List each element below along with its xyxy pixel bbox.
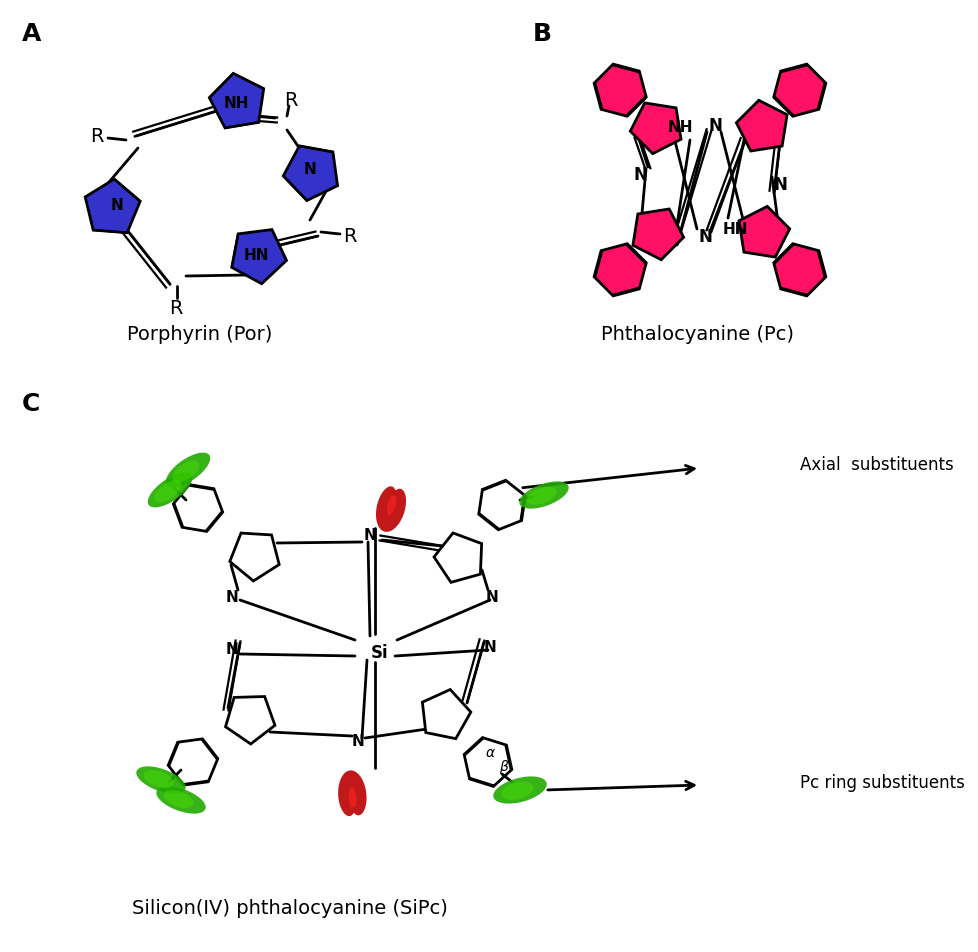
Ellipse shape	[148, 472, 192, 507]
Polygon shape	[422, 689, 470, 739]
Text: N: N	[351, 735, 364, 749]
Ellipse shape	[156, 786, 205, 814]
Ellipse shape	[165, 452, 210, 487]
Text: Si: Si	[371, 644, 388, 662]
Text: N: N	[225, 643, 238, 658]
Text: R: R	[90, 128, 104, 147]
Ellipse shape	[526, 486, 556, 505]
Polygon shape	[283, 146, 337, 201]
Polygon shape	[773, 64, 825, 116]
Polygon shape	[348, 787, 356, 807]
Text: N: N	[773, 176, 786, 194]
Text: N: N	[633, 166, 646, 184]
Ellipse shape	[136, 766, 186, 794]
Polygon shape	[773, 244, 825, 296]
Text: N: N	[303, 162, 316, 176]
Text: N: N	[697, 228, 711, 246]
Polygon shape	[173, 485, 222, 531]
Ellipse shape	[501, 782, 533, 800]
Text: Phthalocyanine (Pc): Phthalocyanine (Pc)	[600, 326, 794, 345]
Polygon shape	[230, 533, 279, 581]
Text: C: C	[22, 392, 40, 416]
Ellipse shape	[155, 481, 181, 503]
Polygon shape	[478, 480, 525, 529]
Text: N: N	[111, 197, 123, 212]
Text: B: B	[532, 22, 552, 46]
Polygon shape	[209, 73, 263, 128]
Ellipse shape	[144, 770, 173, 788]
Text: N: N	[225, 589, 238, 605]
Text: R: R	[284, 90, 297, 109]
Text: A: A	[22, 22, 41, 46]
Polygon shape	[85, 179, 140, 232]
Text: Silicon(IV) phthalocyanine (SiPc): Silicon(IV) phthalocyanine (SiPc)	[132, 899, 448, 918]
Text: R: R	[169, 299, 183, 318]
Polygon shape	[337, 770, 366, 816]
Polygon shape	[632, 209, 683, 260]
Polygon shape	[433, 533, 481, 583]
Polygon shape	[168, 739, 217, 785]
Text: N: N	[485, 589, 498, 605]
Polygon shape	[735, 100, 786, 151]
Ellipse shape	[518, 482, 568, 508]
Polygon shape	[232, 229, 287, 284]
Polygon shape	[738, 207, 789, 257]
Text: β: β	[498, 760, 507, 774]
Ellipse shape	[172, 461, 200, 483]
Polygon shape	[386, 495, 396, 515]
Polygon shape	[630, 103, 681, 153]
Text: NH: NH	[667, 121, 692, 135]
Ellipse shape	[163, 790, 194, 808]
Polygon shape	[464, 738, 511, 786]
Polygon shape	[594, 244, 645, 296]
Polygon shape	[376, 486, 406, 532]
Text: NH: NH	[223, 96, 248, 111]
Text: N: N	[483, 641, 496, 656]
Text: Pc ring substituents: Pc ring substituents	[799, 774, 964, 792]
Text: α: α	[485, 746, 494, 760]
Polygon shape	[594, 64, 645, 116]
Text: N: N	[363, 527, 376, 543]
Text: HN: HN	[722, 223, 747, 237]
Text: R: R	[343, 227, 356, 246]
Polygon shape	[225, 697, 275, 744]
Text: HN: HN	[243, 248, 269, 263]
Text: Axial  substituents: Axial substituents	[799, 456, 953, 474]
Text: N: N	[707, 117, 721, 135]
Text: Porphyrin (Por): Porphyrin (Por)	[127, 326, 273, 345]
Ellipse shape	[493, 777, 546, 803]
